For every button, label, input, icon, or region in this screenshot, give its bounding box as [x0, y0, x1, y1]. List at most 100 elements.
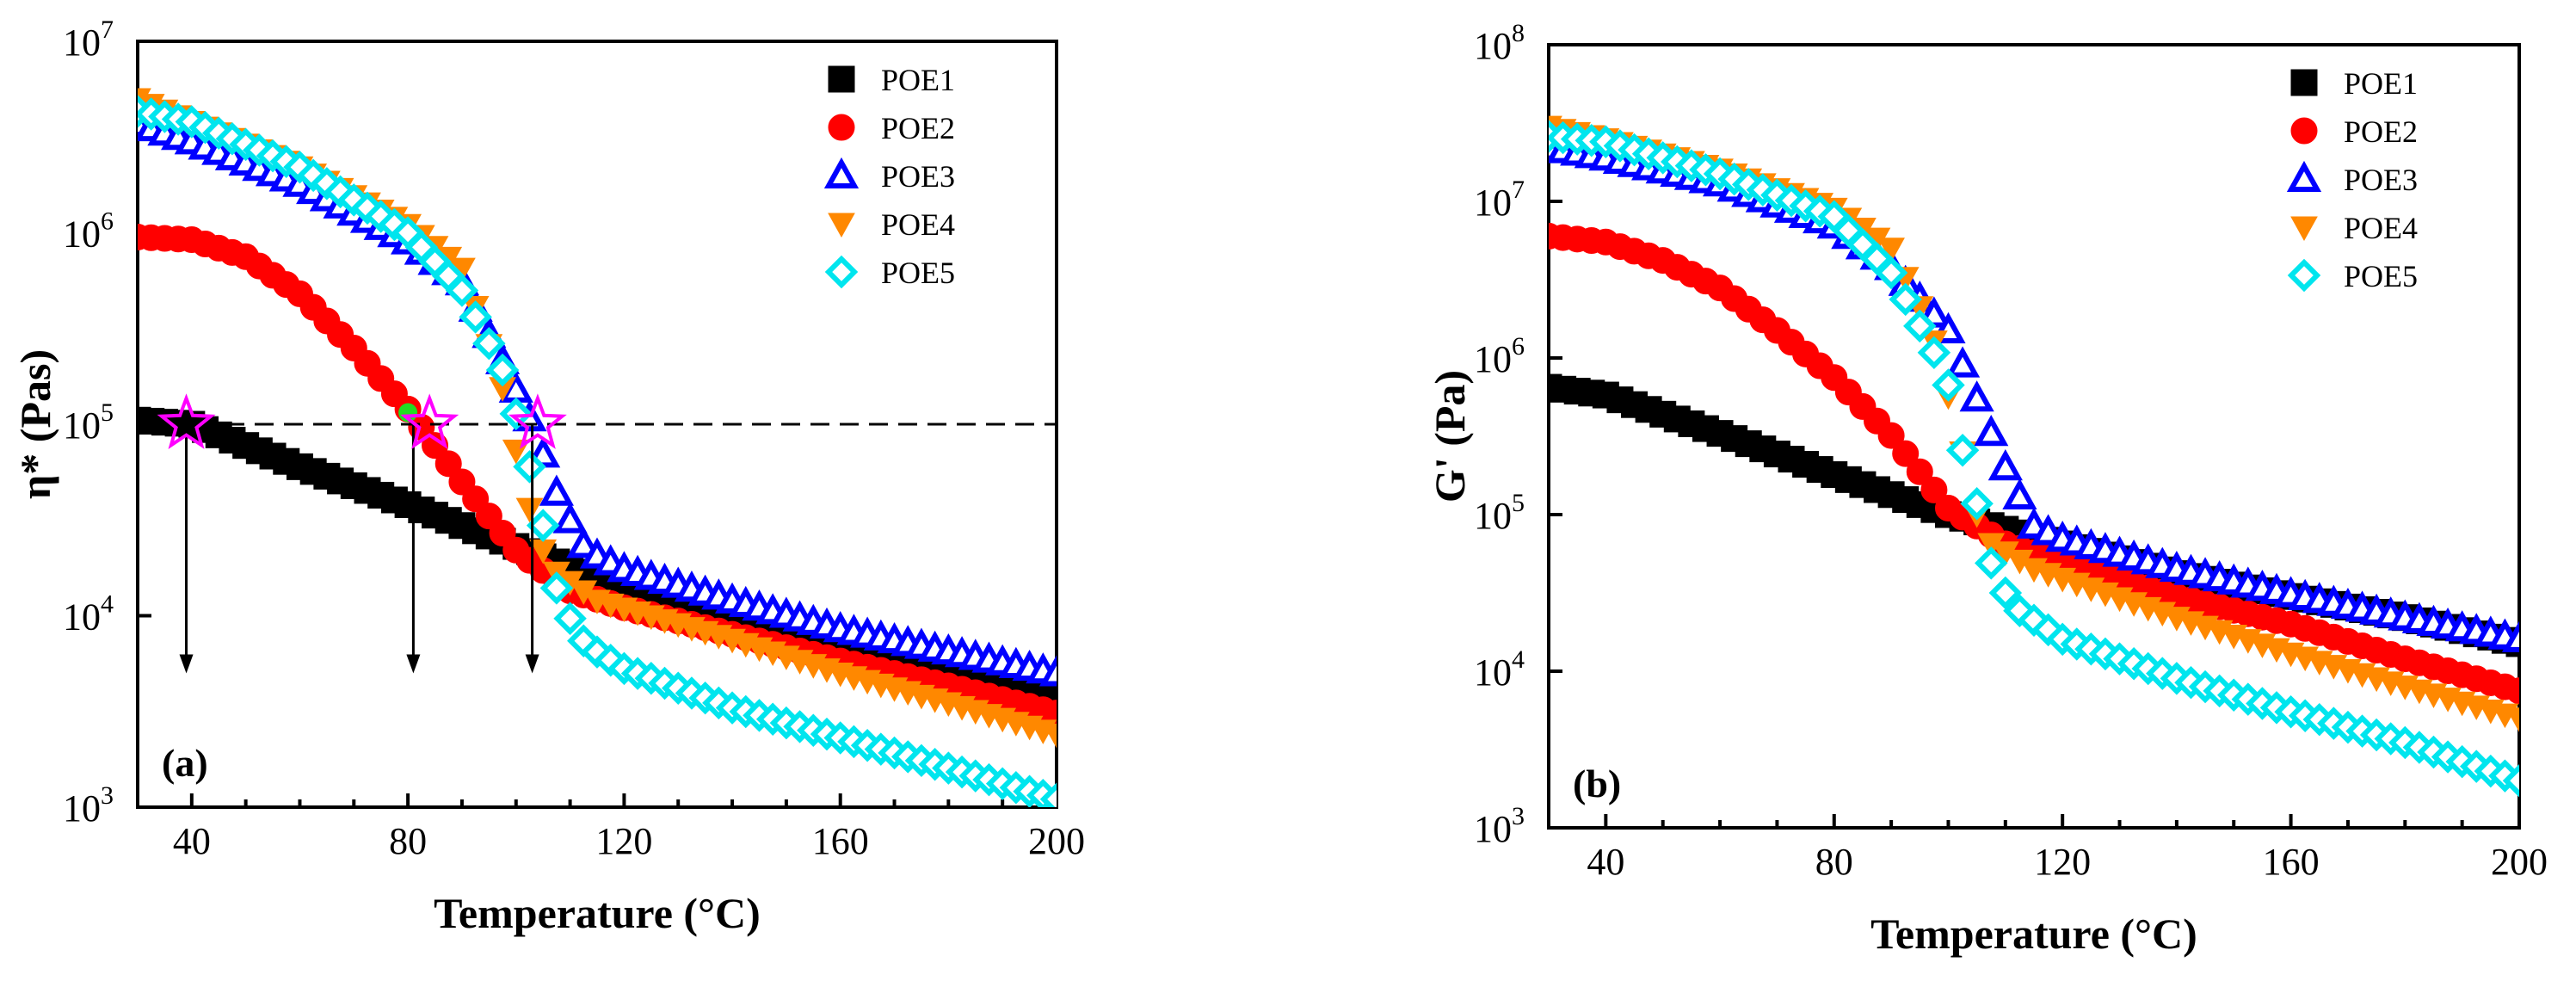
data-point	[445, 274, 479, 307]
data-point	[499, 397, 533, 431]
x-tick-label: 200	[2491, 841, 2548, 883]
legend-label: POE2	[881, 111, 955, 145]
data-point	[485, 353, 520, 387]
data-point	[515, 497, 544, 523]
data-point	[459, 300, 492, 334]
y-tick-label: 108	[1474, 19, 1525, 67]
legend-marker	[824, 255, 859, 289]
legend-marker	[2287, 258, 2321, 293]
y-axis-title: G' (Pa)	[1426, 370, 1474, 503]
y-tick-label: 105	[63, 398, 114, 447]
y-axis-title: η* (Pas)	[11, 349, 59, 499]
data-point	[552, 502, 588, 534]
data-point	[1987, 449, 2023, 481]
data-point	[1889, 282, 1922, 317]
data-point	[1038, 655, 1057, 687]
data-point	[1988, 576, 2023, 610]
x-tick-label: 40	[1587, 841, 1624, 883]
x-tick-label: 120	[2034, 841, 2091, 883]
data-point	[1959, 380, 1994, 412]
data-point	[1043, 723, 1057, 749]
legend-label: POE5	[2344, 259, 2418, 293]
data-point	[1944, 346, 1981, 378]
data-point	[1906, 458, 1933, 485]
data-point	[1920, 476, 1948, 503]
data-point	[1917, 336, 1951, 370]
markers	[1549, 115, 2519, 798]
x-tick-label: 80	[1815, 841, 1853, 883]
y-tick-label: 103	[63, 781, 114, 830]
data-point	[1039, 782, 1057, 807]
star-marker	[508, 393, 567, 449]
data-point	[1903, 309, 1937, 343]
legend-label: POE2	[2344, 114, 2418, 149]
series-POE2	[1549, 222, 2519, 705]
data-point	[539, 571, 574, 605]
arrow-head	[406, 654, 421, 674]
x-tick-label: 80	[389, 820, 427, 862]
y-tick-label: 107	[63, 15, 114, 64]
y-tick-label: 103	[1474, 802, 1525, 850]
x-axis-title: Temperature (°C)	[1870, 910, 2197, 958]
data-point	[1974, 415, 2009, 447]
data-point	[2505, 677, 2519, 705]
data-point	[1932, 368, 1965, 402]
legend-label: POE4	[2344, 211, 2418, 245]
markers	[138, 88, 1057, 807]
legend: POE1 POE2 POE3 POE4 POE5	[2286, 66, 2418, 293]
plot-frame	[1547, 43, 2521, 830]
legend-label: POE3	[2344, 163, 2418, 197]
data-point	[1960, 487, 1994, 521]
data-point	[553, 602, 587, 635]
panel-a: 40 80 120 160 200 103 104 105 106 107 Temperature …	[11, 15, 1085, 937]
x-axis-title: Temperature (°C)	[434, 889, 761, 937]
data-point	[1945, 433, 1980, 467]
y-tick-label: 106	[1474, 332, 1525, 380]
data-point	[2502, 763, 2519, 798]
panel-b: 40 80 120 160 200 103 104 105 106 107 108 Temperatu…	[1426, 19, 2548, 958]
y-tick-label: 104	[63, 590, 114, 639]
data-point	[2505, 707, 2519, 732]
arrow-head	[179, 654, 194, 674]
data-point	[526, 509, 560, 542]
legend-marker	[828, 114, 855, 141]
legend-marker	[828, 65, 855, 93]
y-tick-label: 104	[1474, 645, 1525, 694]
data-point	[1874, 256, 1908, 290]
series-POE5	[1549, 120, 2519, 798]
data-point	[1043, 700, 1057, 727]
y-tick-label: 107	[1474, 176, 1525, 224]
legend-label: POE1	[881, 63, 955, 97]
panel-label: (a)	[162, 741, 208, 785]
data-point	[2501, 620, 2519, 652]
data-point	[472, 326, 506, 361]
x-tick-label: 120	[595, 820, 652, 862]
legend-marker	[2290, 216, 2318, 242]
x-tick-label: 200	[1028, 820, 1085, 862]
data-point	[434, 450, 462, 478]
x-tick-label: 40	[173, 820, 211, 862]
data-point	[1877, 238, 1905, 262]
arrow-head	[525, 654, 539, 674]
data-point	[513, 450, 546, 484]
panel-label: (b)	[1573, 762, 1621, 805]
legend-label: POE1	[2344, 66, 2418, 101]
legend-marker	[2290, 117, 2318, 145]
data-point	[1892, 440, 1920, 467]
x-tick-label: 160	[812, 820, 869, 862]
star-marker	[400, 393, 459, 449]
legend-marker	[823, 157, 860, 188]
data-point	[539, 474, 574, 506]
legend-label: POE4	[881, 207, 955, 242]
y-tick-label: 106	[63, 207, 114, 256]
legend-label: POE5	[881, 256, 955, 290]
data-point	[2002, 478, 2037, 510]
data-point	[566, 527, 601, 558]
legend-label: POE3	[881, 159, 955, 194]
legend-marker	[828, 213, 855, 238]
y-tick-label: 105	[1474, 489, 1525, 537]
legend: POE1 POE2 POE3 POE4 POE5	[823, 63, 955, 290]
legend-marker	[2290, 69, 2318, 96]
x-tick-label: 160	[2263, 841, 2320, 883]
